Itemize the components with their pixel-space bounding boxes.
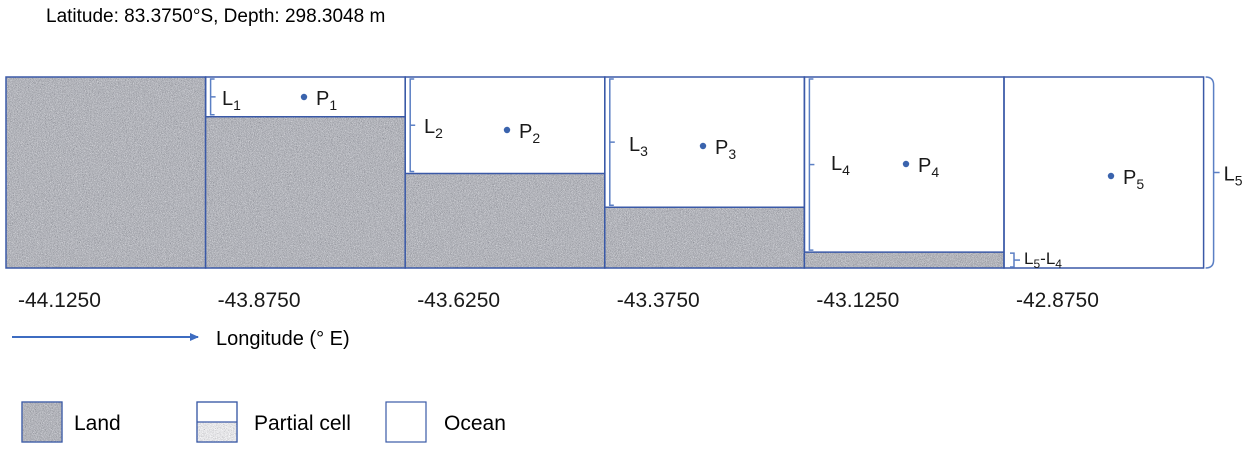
difference-label-part: - (1040, 249, 1046, 268)
land-fill (205, 116, 406, 268)
x-tick-label: -43.6250 (417, 289, 500, 312)
level-label-3-symbol: L (629, 134, 640, 156)
difference-label-part: L (1024, 249, 1033, 268)
tracer-point-1 (300, 93, 308, 101)
level-label-4-symbol: L (831, 153, 842, 175)
grid-cell-4 (604, 76, 806, 269)
full-level-label-symbol: L (1224, 164, 1235, 186)
difference-label-part: L (1046, 249, 1055, 268)
legend-ocean-swatch (385, 401, 427, 443)
point-label-3: P3 (715, 137, 736, 162)
full-level-label: L5 (1224, 164, 1243, 189)
x-tick-label: -43.3750 (617, 289, 700, 312)
point-label-3-symbol: P (715, 137, 728, 159)
x-tick-label: -42.8750 (1016, 289, 1099, 312)
level-label-3-subscript: 3 (640, 143, 648, 159)
difference-bracket (1010, 252, 1015, 268)
point-label-2: P2 (519, 121, 540, 146)
legend-land-texture (22, 402, 62, 442)
legend-ocean-label: Ocean (444, 412, 506, 435)
level-label-2: L2 (424, 116, 443, 141)
point-label-5: P5 (1123, 167, 1144, 192)
legend-partial-label: Partial cell (254, 412, 351, 435)
grid-cell-6 (1003, 76, 1205, 269)
difference-label: L5-L4 (1024, 249, 1062, 271)
cell-border (1003, 76, 1205, 269)
level-label-4: L4 (831, 153, 850, 178)
level-label-2-symbol: L (424, 116, 435, 138)
level-label-1-subscript: 1 (233, 97, 241, 113)
level-label-3: L3 (629, 134, 648, 159)
legend-land-label: Land (74, 412, 121, 435)
legend-land-border (21, 401, 63, 443)
point-label-5-subscript: 5 (1136, 176, 1144, 192)
tracer-point-2 (503, 126, 511, 134)
difference-label-part: 5 (1033, 257, 1040, 271)
grid-cell-5 (803, 76, 1005, 269)
point-label-1-symbol: P (316, 88, 329, 110)
grid-cell-3 (404, 76, 606, 269)
tracer-point-4 (902, 160, 910, 168)
x-axis-ticks: -44.1250 -43.8750 -43.6250 -43.3750 -43.1250… (18, 289, 1099, 312)
level-label-4-subscript: 4 (842, 162, 850, 178)
legend-partial-border (196, 401, 238, 443)
point-label-5-symbol: P (1123, 167, 1136, 189)
grid-cell-1 (5, 76, 207, 269)
point-label-4-symbol: P (918, 155, 931, 177)
x-tick-label: -43.1250 (816, 289, 899, 312)
tracer-point-3 (699, 142, 707, 150)
land-fill (804, 252, 1004, 268)
point-label-2-subscript: 2 (532, 130, 540, 146)
full-depth-bracket (1205, 76, 1215, 269)
point-label-3-subscript: 3 (728, 146, 736, 162)
point-label-2-symbol: P (519, 121, 532, 143)
land-fill (405, 173, 605, 268)
level-label-1: L1 (222, 88, 241, 113)
land-fill (604, 207, 805, 268)
legend-partial-land-part (197, 422, 237, 442)
grid-cell-2 (204, 76, 406, 269)
x-tick-label: -44.1250 (18, 289, 101, 312)
level-label-2-subscript: 2 (435, 125, 443, 141)
point-label-1: P1 (316, 88, 337, 113)
level-label-1-symbol: L (222, 88, 233, 110)
difference-label-part: 4 (1055, 257, 1062, 271)
x-tick-label: -43.8750 (218, 289, 301, 312)
x-axis-label: Longitude (° E) (216, 328, 350, 350)
header-text: Latitude: 83.3750°S, Depth: 298.3048 m (46, 6, 385, 27)
point-label-4: P4 (918, 155, 939, 180)
tracer-point-5 (1107, 172, 1115, 180)
legend: Land Partial cell Ocean (21, 401, 506, 443)
cells-layer (5, 76, 1205, 269)
point-label-1-subscript: 1 (329, 97, 337, 113)
point-label-4-subscript: 4 (931, 164, 939, 180)
land-fill (6, 77, 206, 268)
full-level-label-subscript: 5 (1235, 173, 1243, 189)
